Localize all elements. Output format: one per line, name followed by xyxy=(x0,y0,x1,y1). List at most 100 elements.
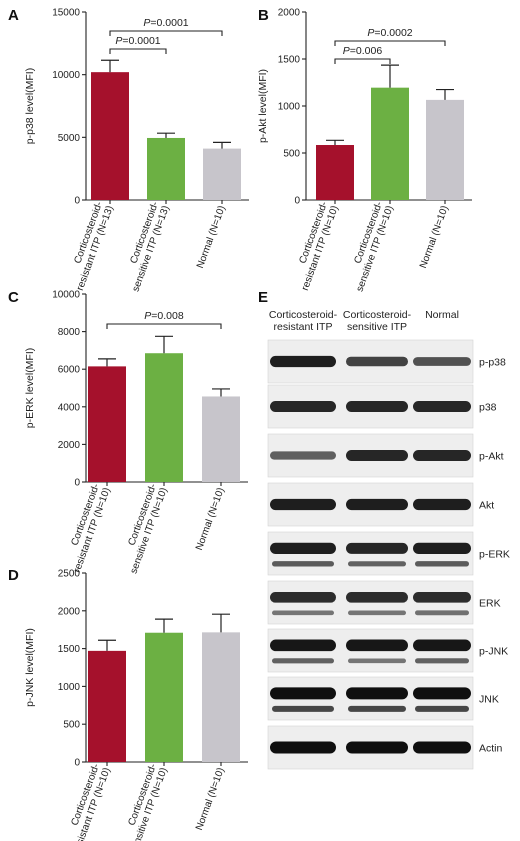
p-symbol: P xyxy=(143,17,150,29)
y-tick-label: 1000 xyxy=(58,682,81,693)
y-axis-label: p-p38 level(MFI) xyxy=(24,68,36,144)
blot-band-lower xyxy=(415,610,469,616)
blot-band xyxy=(270,592,336,603)
y-tick-label: 0 xyxy=(294,196,300,207)
y-tick-label: 1500 xyxy=(58,644,81,655)
category-label: Corticosteroid-sensitive ITP (N=10) xyxy=(118,762,170,841)
y-tick-label: 1000 xyxy=(278,102,301,113)
blot-row-label: p-Akt xyxy=(479,451,504,463)
bar xyxy=(147,137,185,200)
bar xyxy=(88,366,126,482)
blot-row-label: ERK xyxy=(479,598,501,610)
p-value-label: P=0.006 xyxy=(343,45,383,57)
blot-row-label: p-p38 xyxy=(479,357,506,369)
blot-band xyxy=(346,401,408,412)
blot-band-lower xyxy=(272,561,334,567)
lane-header: Corticosteroid- xyxy=(269,309,338,321)
panel-letter: A xyxy=(8,7,19,24)
bar xyxy=(145,353,183,482)
y-tick-label: 5000 xyxy=(58,133,81,144)
significance-bracket xyxy=(109,30,223,36)
significance-bracket xyxy=(334,40,446,46)
p-symbol: P xyxy=(144,310,151,322)
blot-band xyxy=(413,357,471,366)
y-tick-label: 15000 xyxy=(52,8,80,19)
blot-row-label: p38 xyxy=(479,402,497,414)
blot-band-lower xyxy=(415,658,469,664)
blot-band xyxy=(270,542,336,554)
blot-band xyxy=(346,356,408,367)
panel-letter: C xyxy=(8,289,19,306)
blot-band xyxy=(346,639,408,652)
blot-band-lower xyxy=(348,610,406,616)
y-tick-label: 0 xyxy=(74,478,80,489)
blot-band-lower xyxy=(415,705,469,712)
blot-band xyxy=(413,498,471,511)
chart-panel-c: C 0 2000 4000 6000 8000 10000 p-ERK level(MFI) C… xyxy=(8,289,248,575)
bar xyxy=(371,87,409,200)
category-label: Normal (N=10) xyxy=(418,204,451,270)
p-symbol: P xyxy=(367,27,374,39)
lane-header: resistant ITP xyxy=(274,321,333,333)
blot-band xyxy=(413,450,471,461)
p-value-label: P=0.0001 xyxy=(143,17,188,29)
p-value: =0.0001 xyxy=(150,17,188,29)
blot-band xyxy=(270,687,336,700)
blot-band-lower xyxy=(415,561,469,567)
blot-band xyxy=(413,687,471,700)
lane-header: Normal xyxy=(425,309,459,321)
blot-band xyxy=(270,639,336,652)
category-label: Normal (N=10) xyxy=(195,204,228,270)
category-label: Corticosteroid-sensitive ITP (N=10) xyxy=(344,200,396,293)
bar xyxy=(202,396,240,482)
p-symbol: P xyxy=(115,35,122,47)
significance-bracket xyxy=(106,323,222,329)
category-label: Corticosteroid-resistant ITP (N=13) xyxy=(64,200,116,292)
y-tick-label: 8000 xyxy=(58,327,81,338)
category-label: Corticosteroid-resistant ITP (N=10) xyxy=(61,482,113,574)
blot-band xyxy=(346,741,408,754)
bar xyxy=(91,72,129,200)
panel-letter: E xyxy=(258,289,268,306)
lane-header: sensitive ITP xyxy=(347,321,407,333)
y-tick-label: 10000 xyxy=(52,70,80,81)
category-label: Corticosteroid-resistant ITP (N=10) xyxy=(289,200,341,292)
category-label-line: Normal (N=10) xyxy=(194,766,227,832)
blot-band-lower xyxy=(348,561,406,567)
p-value: =0.006 xyxy=(350,45,383,57)
category-label: Normal (N=10) xyxy=(194,486,227,552)
y-tick-label: 2000 xyxy=(58,606,81,617)
y-axis-label: p-ERK level(MFI) xyxy=(24,348,36,429)
blot-row-label: Actin xyxy=(479,743,503,755)
y-tick-label: 10000 xyxy=(52,290,80,301)
p-symbol: P xyxy=(343,45,350,57)
blot-row-label: JNK xyxy=(479,694,499,706)
y-tick-label: 2500 xyxy=(58,569,81,580)
blot-band xyxy=(346,542,408,554)
bar xyxy=(202,632,240,762)
y-axis-label: p-Akt level(MFI) xyxy=(257,69,269,143)
p-value-label: P=0.008 xyxy=(144,310,184,322)
blot-band xyxy=(346,687,408,700)
blot-band xyxy=(346,592,408,603)
blot-band xyxy=(270,741,336,754)
blot-band xyxy=(413,741,471,754)
blot-band xyxy=(346,498,408,511)
chart-panel-a: A 0 5000 10000 15000 p-p38 level(MFI) Corticos… xyxy=(8,7,249,293)
y-tick-label: 1500 xyxy=(278,55,301,66)
blot-band-lower xyxy=(272,610,334,616)
bar xyxy=(145,632,183,762)
blot-band xyxy=(270,498,336,511)
blot-row-label: p-ERK xyxy=(479,549,510,561)
p-value-label: P=0.0001 xyxy=(115,35,160,47)
lane-header: Corticosteroid- xyxy=(343,309,412,321)
bar xyxy=(426,99,464,200)
y-tick-label: 2000 xyxy=(278,8,301,19)
blot-band-lower xyxy=(272,658,334,664)
y-tick-label: 0 xyxy=(74,758,80,769)
blot-band xyxy=(270,355,336,368)
blot-band xyxy=(270,401,336,412)
category-label: Corticosteroid-sensitive ITP (N=10) xyxy=(118,482,170,575)
